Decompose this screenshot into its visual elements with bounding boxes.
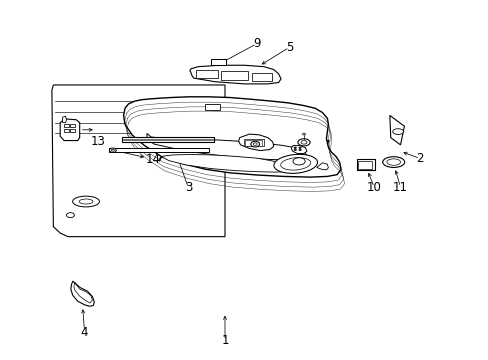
Polygon shape	[316, 163, 328, 170]
Text: 11: 11	[392, 181, 407, 194]
Bar	[357, 161, 371, 169]
Ellipse shape	[280, 158, 310, 170]
Ellipse shape	[392, 129, 403, 134]
Text: 6: 6	[258, 156, 265, 169]
Ellipse shape	[298, 149, 301, 150]
Polygon shape	[71, 281, 94, 306]
Polygon shape	[62, 116, 66, 123]
Text: 13: 13	[91, 135, 105, 148]
Bar	[70, 124, 75, 127]
Ellipse shape	[386, 159, 400, 165]
Ellipse shape	[301, 140, 306, 144]
Text: 10: 10	[366, 181, 381, 194]
Bar	[70, 129, 75, 132]
Ellipse shape	[73, 196, 99, 207]
Text: 8: 8	[309, 153, 317, 166]
Ellipse shape	[382, 157, 404, 167]
Bar	[221, 71, 247, 80]
Text: 7: 7	[322, 139, 329, 152]
Ellipse shape	[297, 139, 309, 146]
Bar	[122, 137, 214, 142]
Bar	[195, 70, 217, 78]
Bar	[252, 73, 271, 81]
Polygon shape	[123, 97, 340, 177]
Ellipse shape	[79, 199, 93, 204]
Bar	[356, 159, 374, 170]
Polygon shape	[238, 134, 273, 150]
Bar	[64, 124, 69, 127]
Ellipse shape	[273, 154, 317, 174]
Polygon shape	[52, 85, 224, 237]
Text: 4: 4	[81, 325, 88, 338]
Bar	[204, 104, 220, 110]
Bar	[64, 129, 69, 132]
Ellipse shape	[293, 149, 296, 150]
Bar	[243, 139, 264, 146]
Bar	[245, 140, 262, 145]
Text: 3: 3	[184, 181, 192, 194]
Ellipse shape	[298, 147, 301, 148]
Ellipse shape	[292, 158, 305, 165]
Ellipse shape	[66, 213, 74, 218]
Text: 5: 5	[285, 41, 292, 54]
Polygon shape	[60, 119, 80, 140]
Polygon shape	[159, 154, 285, 172]
Ellipse shape	[111, 149, 114, 151]
Polygon shape	[389, 116, 404, 145]
Ellipse shape	[253, 143, 257, 145]
Text: 14: 14	[145, 153, 160, 166]
Text: 2: 2	[415, 152, 423, 165]
Ellipse shape	[293, 147, 296, 148]
Polygon shape	[147, 134, 306, 160]
Ellipse shape	[250, 141, 259, 147]
Polygon shape	[291, 145, 306, 153]
Text: 1: 1	[221, 334, 228, 347]
Bar	[211, 59, 225, 65]
Ellipse shape	[109, 148, 116, 152]
Bar	[109, 148, 208, 152]
Text: 9: 9	[252, 37, 260, 50]
Text: 12: 12	[264, 137, 278, 150]
Ellipse shape	[302, 133, 305, 135]
Polygon shape	[189, 65, 281, 84]
